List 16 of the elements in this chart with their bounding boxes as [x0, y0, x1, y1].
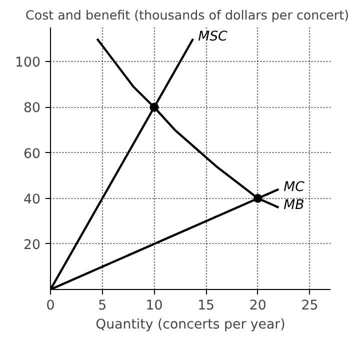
- x-axis-title: Quantity (concerts per year): [96, 318, 286, 332]
- x-tick-label: 15: [198, 298, 215, 314]
- x-tick-label: 10: [146, 298, 163, 314]
- series-label: MB: [284, 198, 304, 213]
- y-tick-label: 60: [24, 146, 41, 162]
- x-tick-label: 5: [98, 298, 107, 314]
- x-tick-label: 25: [301, 298, 318, 314]
- y-tick-label: 20: [24, 238, 41, 253]
- chart-title: Cost and benefit (thousands of dollars per concert): [26, 8, 350, 22]
- series-label: MSC: [198, 29, 228, 44]
- series-label: MC: [284, 180, 306, 195]
- y-tick-label: 80: [24, 101, 41, 116]
- x-tick-label: 0: [46, 298, 55, 314]
- x-tick-label: 20: [249, 298, 266, 314]
- y-tick-label: 40: [24, 192, 41, 208]
- y-tick-label: 100: [15, 56, 41, 71]
